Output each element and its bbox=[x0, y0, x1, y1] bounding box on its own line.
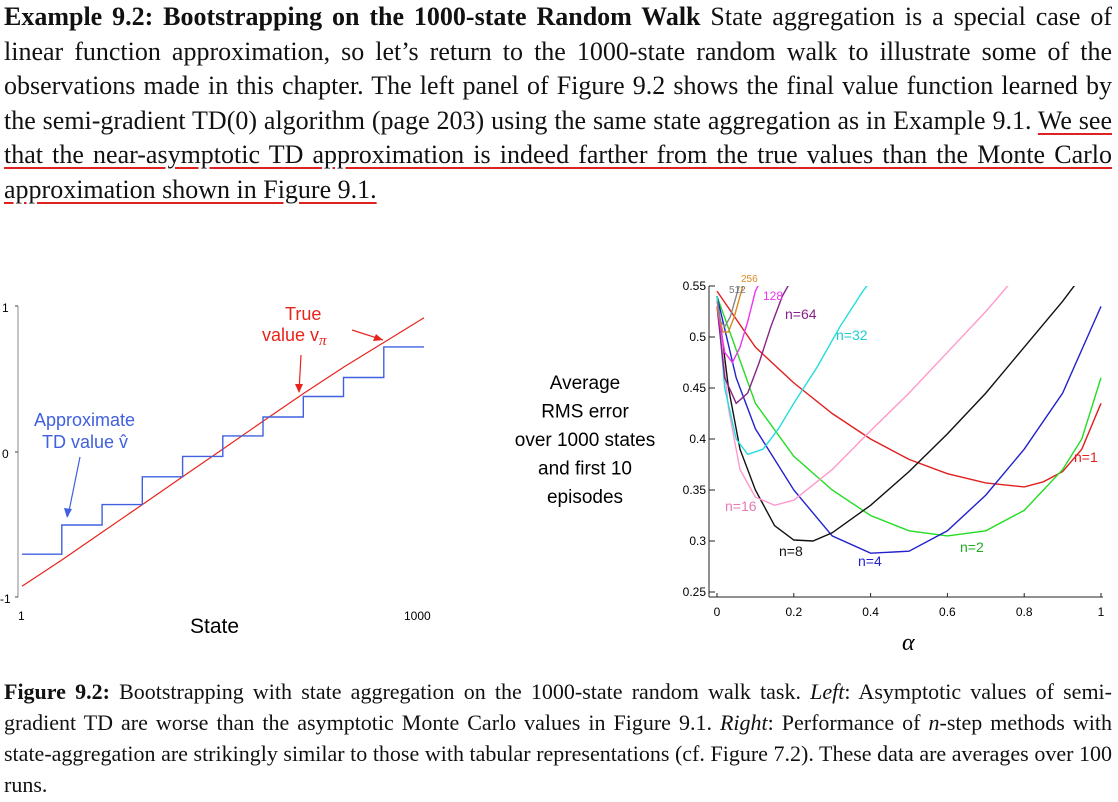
series-line-n256 bbox=[716, 286, 744, 333]
series-line-n32 bbox=[716, 286, 868, 456]
series-label-n4: n=4 bbox=[858, 553, 882, 569]
left-y-tick-label: 1 bbox=[2, 301, 9, 315]
right-axes: 0.25 0.3 0.35 0.4 0.45 0.5 0.55 0 0.2 0.4 0.6 0.8 1 bbox=[683, 279, 1105, 619]
series-label-n2: n=2 bbox=[960, 539, 984, 555]
approx-value-label: Approximate bbox=[34, 410, 135, 430]
true-value-label: True bbox=[285, 304, 321, 324]
left-y-tick-label: -1 bbox=[0, 592, 11, 606]
right-y-tick-label: 0.45 bbox=[683, 381, 707, 395]
series-label-n256: 256 bbox=[741, 274, 758, 285]
right-x-tick-label: 1 bbox=[1098, 605, 1105, 619]
true-arrow-head bbox=[295, 384, 303, 393]
caption-label: Figure 9.2: bbox=[4, 679, 110, 704]
figure-9-2: 1 0 -1 1 1000 State True value vπ Approx… bbox=[0, 274, 1105, 656]
figure-caption: Figure 9.2: Bootstrapping with state agg… bbox=[4, 676, 1112, 800]
right-y-label-line: episodes bbox=[547, 487, 623, 508]
series-label-n8: n=8 bbox=[779, 543, 803, 559]
example-paragraph: Example 9.2: Bootstrapping on the 1000-s… bbox=[4, 0, 1112, 207]
caption-text: -step methods with state-aggregation are… bbox=[4, 710, 1112, 797]
caption-n: n bbox=[928, 710, 940, 735]
right-x-axis-label: α bbox=[902, 630, 915, 656]
right-y-tick-label: 0.3 bbox=[689, 534, 706, 548]
right-y-tick-label: 0.25 bbox=[683, 585, 707, 599]
right-x-tick-label: 0.2 bbox=[785, 605, 802, 619]
series-label-n32: n=32 bbox=[836, 327, 868, 343]
series-line-n8 bbox=[716, 286, 1075, 542]
series-line-n64 bbox=[716, 286, 789, 405]
series-line-n16 bbox=[716, 286, 1009, 507]
series-line-n1 bbox=[716, 290, 1102, 488]
right-y-label-line: and first 10 bbox=[538, 459, 632, 480]
caption-left: Left bbox=[810, 679, 845, 704]
right-x-tick-label: 0 bbox=[714, 605, 721, 619]
caption-right: Right bbox=[719, 710, 768, 735]
left-y-tick-label: 0 bbox=[2, 447, 9, 461]
left-x-tick-label: 1 bbox=[18, 609, 25, 623]
series-line-n128 bbox=[716, 286, 759, 364]
example-heading: Example 9.2: Bootstrapping on the 1000-s… bbox=[4, 2, 701, 31]
right-y-axis-label: Average RMS error over 1000 states and firs… bbox=[515, 373, 655, 508]
approx-arrow bbox=[67, 456, 81, 517]
approx-arrow-head bbox=[64, 508, 72, 518]
series-label-n1: n=1 bbox=[1074, 449, 1098, 465]
right-y-tick-label: 0.4 bbox=[689, 432, 706, 446]
approx-value-label: TD value v̂ bbox=[42, 432, 128, 452]
series-line-n512 bbox=[716, 286, 740, 329]
underlined-sentence: We see that the near-asymptotic TD appro… bbox=[4, 105, 1112, 204]
series-label-n64: n=64 bbox=[785, 306, 817, 322]
right-y-tick-label: 0.5 bbox=[689, 330, 706, 344]
right-x-tick-label: 0.8 bbox=[1016, 605, 1033, 619]
right-y-label-line: over 1000 states bbox=[515, 430, 655, 451]
right-y-tick-label: 0.35 bbox=[683, 483, 707, 497]
caption-text: : Performance of bbox=[767, 710, 929, 735]
right-y-label-line: Average bbox=[550, 373, 620, 394]
series-line-n4 bbox=[716, 296, 1102, 554]
caption-text: Bootstrapping with state aggregation on … bbox=[109, 679, 811, 704]
approx-td-value-line bbox=[22, 346, 424, 555]
true-value-label: value vπ bbox=[262, 325, 327, 349]
caption-text: : Asymptotic values of semi-gradient TD … bbox=[4, 679, 1112, 735]
left-chart: 1 0 -1 1 1000 State True value vπ Approx… bbox=[0, 301, 431, 638]
series-label-n512: 512 bbox=[729, 285, 746, 296]
right-x-tick-label: 0.4 bbox=[862, 605, 879, 619]
left-x-tick-label: 1000 bbox=[404, 609, 431, 623]
series-line-n2 bbox=[716, 295, 1102, 537]
right-y-label-line: RMS error bbox=[541, 402, 629, 423]
right-x-tick-label: 0.6 bbox=[939, 605, 956, 619]
left-x-axis-label: State bbox=[190, 615, 239, 638]
right-chart: Average RMS error over 1000 states and firs… bbox=[515, 274, 1105, 656]
true-arrow-head bbox=[373, 334, 383, 341]
series-label-n16: n=16 bbox=[725, 498, 757, 514]
right-y-tick-label: 0.55 bbox=[683, 279, 707, 293]
series-label-n128: 128 bbox=[763, 289, 783, 303]
paragraph-text: State aggregation is a special case of l… bbox=[4, 2, 1112, 135]
